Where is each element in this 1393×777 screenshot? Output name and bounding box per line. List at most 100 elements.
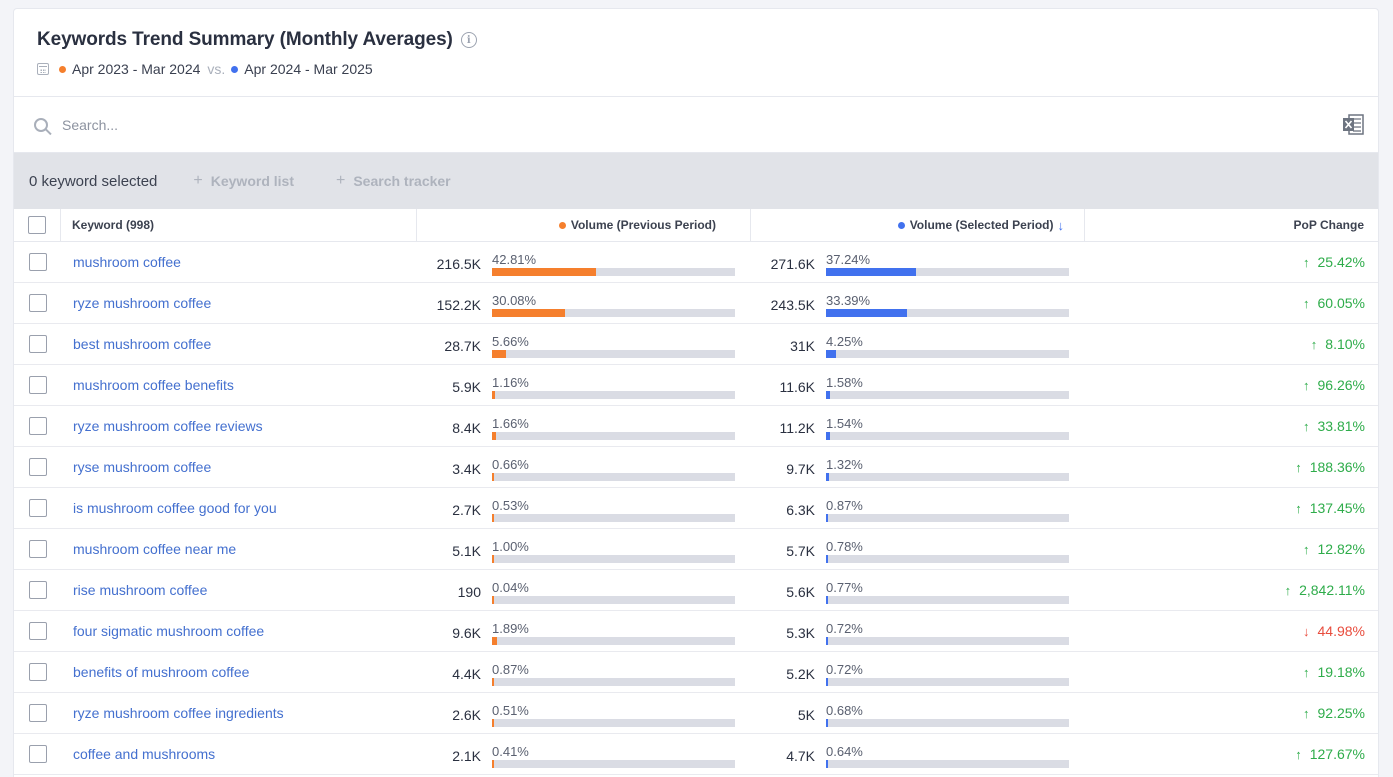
keyword-link[interactable]: is mushroom coffee good for you bbox=[73, 500, 277, 516]
keyword-link[interactable]: rise mushroom coffee bbox=[73, 582, 208, 598]
row-checkbox[interactable] bbox=[28, 663, 47, 681]
prev-volume-cell: 5.1K 1.00% bbox=[417, 529, 751, 570]
sel-share-fill bbox=[826, 636, 828, 645]
prev-share-bar bbox=[492, 431, 735, 440]
prev-share-fill bbox=[492, 308, 565, 317]
column-keyword-label: Keyword (998) bbox=[72, 218, 155, 232]
pop-change-cell: ↑ 12.82% bbox=[1085, 541, 1378, 557]
column-sel-volume[interactable]: Volume (Selected Period) ↓ bbox=[751, 209, 1085, 241]
arrow-up-icon: ↑ bbox=[1303, 705, 1310, 721]
pop-change-cell: ↑ 25.42% bbox=[1085, 254, 1378, 270]
row-checkbox-cell bbox=[14, 663, 61, 681]
keyword-link[interactable]: best mushroom coffee bbox=[73, 336, 212, 352]
sel-share-fill bbox=[826, 431, 830, 440]
sel-period-dot bbox=[231, 65, 239, 73]
row-checkbox-cell bbox=[14, 376, 61, 394]
sel-share-bar bbox=[826, 390, 1069, 399]
sel-period-dot bbox=[897, 221, 905, 229]
prev-share-bar bbox=[492, 308, 735, 317]
row-checkbox[interactable] bbox=[28, 581, 47, 599]
pop-change-cell: ↑ 33.81% bbox=[1085, 418, 1378, 434]
table-row[interactable]: ryze mushroom coffee 152.2K 30.08% 243.5… bbox=[14, 283, 1378, 324]
table-row[interactable]: ryze mushroom coffee reviews 8.4K 1.66% … bbox=[14, 406, 1378, 447]
sel-volume-cell: 6.3K 0.87% bbox=[751, 488, 1085, 529]
prev-share-fill bbox=[492, 472, 494, 481]
sel-share-fill bbox=[826, 595, 828, 604]
keyword-link[interactable]: four sigmatic mushroom coffee bbox=[73, 623, 265, 639]
sel-share-fill bbox=[826, 513, 828, 522]
table-row[interactable]: benefits of mushroom coffee 4.4K 0.87% 5… bbox=[14, 652, 1378, 693]
column-pop-change[interactable]: PoP Change bbox=[1085, 209, 1378, 241]
sel-volume-cell: 11.2K 1.54% bbox=[751, 406, 1085, 447]
sel-share-bar bbox=[826, 677, 1069, 686]
sel-volume-cell: 5.6K 0.77% bbox=[751, 570, 1085, 611]
excel-export-icon[interactable] bbox=[1342, 114, 1364, 135]
row-checkbox[interactable] bbox=[28, 253, 47, 271]
row-checkbox[interactable] bbox=[28, 745, 47, 763]
sel-share-bar bbox=[826, 759, 1069, 768]
keyword-link[interactable]: benefits of mushroom coffee bbox=[73, 664, 250, 680]
row-checkbox-cell bbox=[14, 294, 61, 312]
arrow-up-icon: ↑ bbox=[1295, 500, 1302, 516]
prev-share-fill bbox=[492, 267, 596, 276]
keyword-link[interactable]: mushroom coffee benefits bbox=[73, 377, 234, 393]
prev-share-percent: 0.41% bbox=[492, 743, 529, 759]
keyword-link[interactable]: mushroom coffee bbox=[73, 254, 181, 270]
card-header: Keywords Trend Summary (Monthly Averages… bbox=[14, 9, 1378, 97]
table-row[interactable]: four sigmatic mushroom coffee 9.6K 1.89%… bbox=[14, 611, 1378, 652]
table-row[interactable]: ryse mushroom coffee 3.4K 0.66% 9.7K 1.3… bbox=[14, 447, 1378, 488]
prev-share-fill bbox=[492, 513, 494, 522]
sel-share-percent: 1.54% bbox=[826, 415, 863, 431]
selected-count: 0 keyword selected bbox=[29, 172, 158, 190]
row-checkbox[interactable] bbox=[28, 458, 47, 476]
row-checkbox[interactable] bbox=[28, 499, 47, 517]
prev-share-bar bbox=[492, 472, 735, 481]
sel-volume-value: 9.7K bbox=[786, 460, 815, 477]
row-checkbox[interactable] bbox=[28, 540, 47, 558]
sel-share-fill bbox=[826, 349, 836, 358]
sel-period-label: Apr 2024 - Mar 2025 bbox=[244, 61, 373, 77]
sel-volume-value: 5.3K bbox=[786, 624, 815, 641]
info-icon[interactable]: i bbox=[460, 32, 477, 48]
table-row[interactable]: coffee and mushrooms 2.1K 0.41% 4.7K 0.6… bbox=[14, 734, 1378, 775]
pop-change-value: 44.98% bbox=[1317, 623, 1365, 639]
keyword-link[interactable]: ryse mushroom coffee bbox=[73, 459, 212, 475]
pop-change-value: 96.26% bbox=[1317, 377, 1365, 393]
sel-volume-cell: 9.7K 1.32% bbox=[751, 447, 1085, 488]
search-tracker-button[interactable]: + Search tracker bbox=[336, 172, 451, 190]
search-input[interactable] bbox=[62, 116, 662, 133]
table-row[interactable]: ryze mushroom coffee ingredients 2.6K 0.… bbox=[14, 693, 1378, 734]
row-checkbox[interactable] bbox=[28, 294, 47, 312]
sel-volume-cell: 5.7K 0.78% bbox=[751, 529, 1085, 570]
sel-share-percent: 0.72% bbox=[826, 661, 863, 677]
sel-volume-cell: 5.2K 0.72% bbox=[751, 652, 1085, 693]
keyword-link[interactable]: ryze mushroom coffee reviews bbox=[73, 418, 263, 434]
row-checkbox[interactable] bbox=[28, 376, 47, 394]
sort-desc-icon[interactable]: ↓ bbox=[1057, 217, 1065, 233]
sel-volume-cell: 31K 4.25% bbox=[751, 324, 1085, 365]
table-row[interactable]: mushroom coffee benefits 5.9K 1.16% 11.6… bbox=[14, 365, 1378, 406]
keyword-link[interactable]: ryze mushroom coffee bbox=[73, 295, 212, 311]
row-checkbox[interactable] bbox=[28, 417, 47, 435]
row-checkbox[interactable] bbox=[28, 335, 47, 353]
column-prev-volume[interactable]: Volume (Previous Period) bbox=[417, 209, 751, 241]
keyword-list-button[interactable]: + Keyword list bbox=[193, 172, 294, 190]
row-checkbox-cell bbox=[14, 335, 61, 353]
keywords-trend-card: Keywords Trend Summary (Monthly Averages… bbox=[13, 8, 1379, 777]
row-checkbox[interactable] bbox=[28, 704, 47, 722]
sel-volume-cell: 5K 0.68% bbox=[751, 693, 1085, 734]
table-row[interactable]: rise mushroom coffee 190 0.04% 5.6K 0.77… bbox=[14, 570, 1378, 611]
keyword-link[interactable]: coffee and mushrooms bbox=[73, 746, 216, 762]
keyword-link[interactable]: mushroom coffee near me bbox=[73, 541, 237, 557]
prev-volume-value: 3.4K bbox=[452, 460, 481, 477]
select-all-checkbox[interactable] bbox=[28, 216, 46, 234]
row-checkbox[interactable] bbox=[28, 622, 47, 640]
table-row[interactable]: best mushroom coffee 28.7K 5.66% 31K 4.2… bbox=[14, 324, 1378, 365]
prev-share-fill bbox=[492, 636, 497, 645]
table-row[interactable]: mushroom coffee 216.5K 42.81% 271.6K 37.… bbox=[14, 242, 1378, 283]
keyword-link[interactable]: ryze mushroom coffee ingredients bbox=[73, 705, 284, 721]
column-keyword[interactable]: Keyword (998) bbox=[61, 209, 417, 241]
table-row[interactable]: is mushroom coffee good for you 2.7K 0.5… bbox=[14, 488, 1378, 529]
prev-volume-value: 2.1K bbox=[452, 747, 481, 764]
table-row[interactable]: mushroom coffee near me 5.1K 1.00% 5.7K … bbox=[14, 529, 1378, 570]
